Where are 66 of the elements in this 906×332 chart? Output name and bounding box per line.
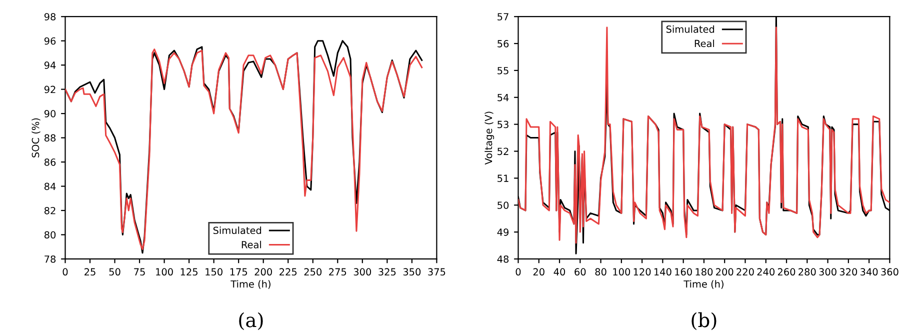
x-tick-label: 0 (516, 268, 521, 276)
y-tick-label: 80 (44, 231, 56, 239)
y-tick-label: 86 (44, 158, 56, 166)
x-tick-label: 180 (696, 268, 713, 276)
y-tick-label: 54 (498, 94, 509, 102)
x-tick-label: 240 (757, 268, 775, 276)
y-tick-label: 56 (498, 40, 509, 48)
x-tick-label: 0 (62, 268, 68, 276)
y-tick-label: 52 (498, 148, 508, 156)
y-tick-label: 53 (498, 120, 508, 128)
y-tick-label: 57 (498, 13, 508, 20)
x-tick-label: 100 (613, 268, 630, 276)
x-tick-label: 300 (354, 268, 372, 276)
y-tick-label: 49 (497, 228, 509, 236)
y-tick-label: 90 (44, 110, 56, 118)
x-tick-label: 160 (675, 268, 692, 276)
y-tick-label: 84 (44, 182, 56, 190)
x-tick-label: 175 (230, 268, 248, 276)
text: (b) (692, 312, 716, 330)
text: (a) (239, 312, 263, 330)
x-tick-label: 280 (798, 268, 816, 276)
x-tick-label: 325 (378, 268, 396, 276)
y-axis-title: SOC (%) (32, 118, 40, 158)
x-tick-label: 300 (819, 268, 836, 276)
y-tick-label: 78 (44, 255, 56, 263)
x-tick-label: 120 (634, 268, 651, 276)
x-tick-label: 20 (533, 268, 544, 276)
x-tick-label: 375 (428, 268, 446, 276)
x-tick-label: 80 (595, 268, 606, 276)
x-tick-label: 250 (304, 268, 322, 276)
x-tick-label: 350 (403, 268, 421, 276)
x-tick-label: 125 (180, 268, 198, 276)
y-tick-label: 98 (44, 13, 56, 20)
y-tick-label: 51 (498, 174, 508, 182)
x-tick-label: 360 (881, 268, 898, 276)
x-tick-label: 60 (574, 268, 586, 276)
x-axis-title: Time (h) (684, 280, 724, 289)
x-tick-label: 260 (778, 268, 796, 276)
y-tick-label: 92 (44, 86, 56, 94)
legend-label: Real (694, 40, 714, 48)
y-tick-label: 96 (44, 37, 56, 45)
x-tick-label: 75 (134, 268, 145, 276)
x-tick-label: 200 (254, 268, 272, 276)
legend-label: Real (242, 240, 262, 248)
legend-label: Simulated (666, 25, 714, 33)
y-tick-label: 88 (44, 134, 56, 142)
x-tick-label: 225 (280, 268, 297, 276)
x-tick-label: 50 (109, 268, 120, 276)
x-tick-label: 40 (554, 268, 566, 276)
x-tick-label: 25 (84, 268, 96, 276)
x-tick-label: 150 (206, 268, 222, 276)
x-tick-label: 340 (860, 268, 878, 276)
y-tick-label: 82 (44, 206, 56, 214)
x-tick-label: 100 (156, 268, 173, 276)
x-tick-label: 320 (840, 268, 858, 276)
y-tick-label: 55 (498, 67, 508, 74)
x-tick-label: 200 (716, 268, 734, 276)
x-tick-label: 140 (654, 268, 672, 276)
x-axis-title: Time (h) (230, 280, 270, 289)
y-axis-title: Voltage (V) (484, 112, 494, 165)
x-tick-label: 275 (329, 268, 346, 276)
x-tick-label: 220 (736, 268, 754, 276)
y-tick-label: 50 (498, 202, 509, 209)
y-tick-label: 48 (497, 255, 509, 263)
y-tick-label: 94 (44, 62, 56, 69)
legend-label: Simulated (213, 226, 262, 234)
